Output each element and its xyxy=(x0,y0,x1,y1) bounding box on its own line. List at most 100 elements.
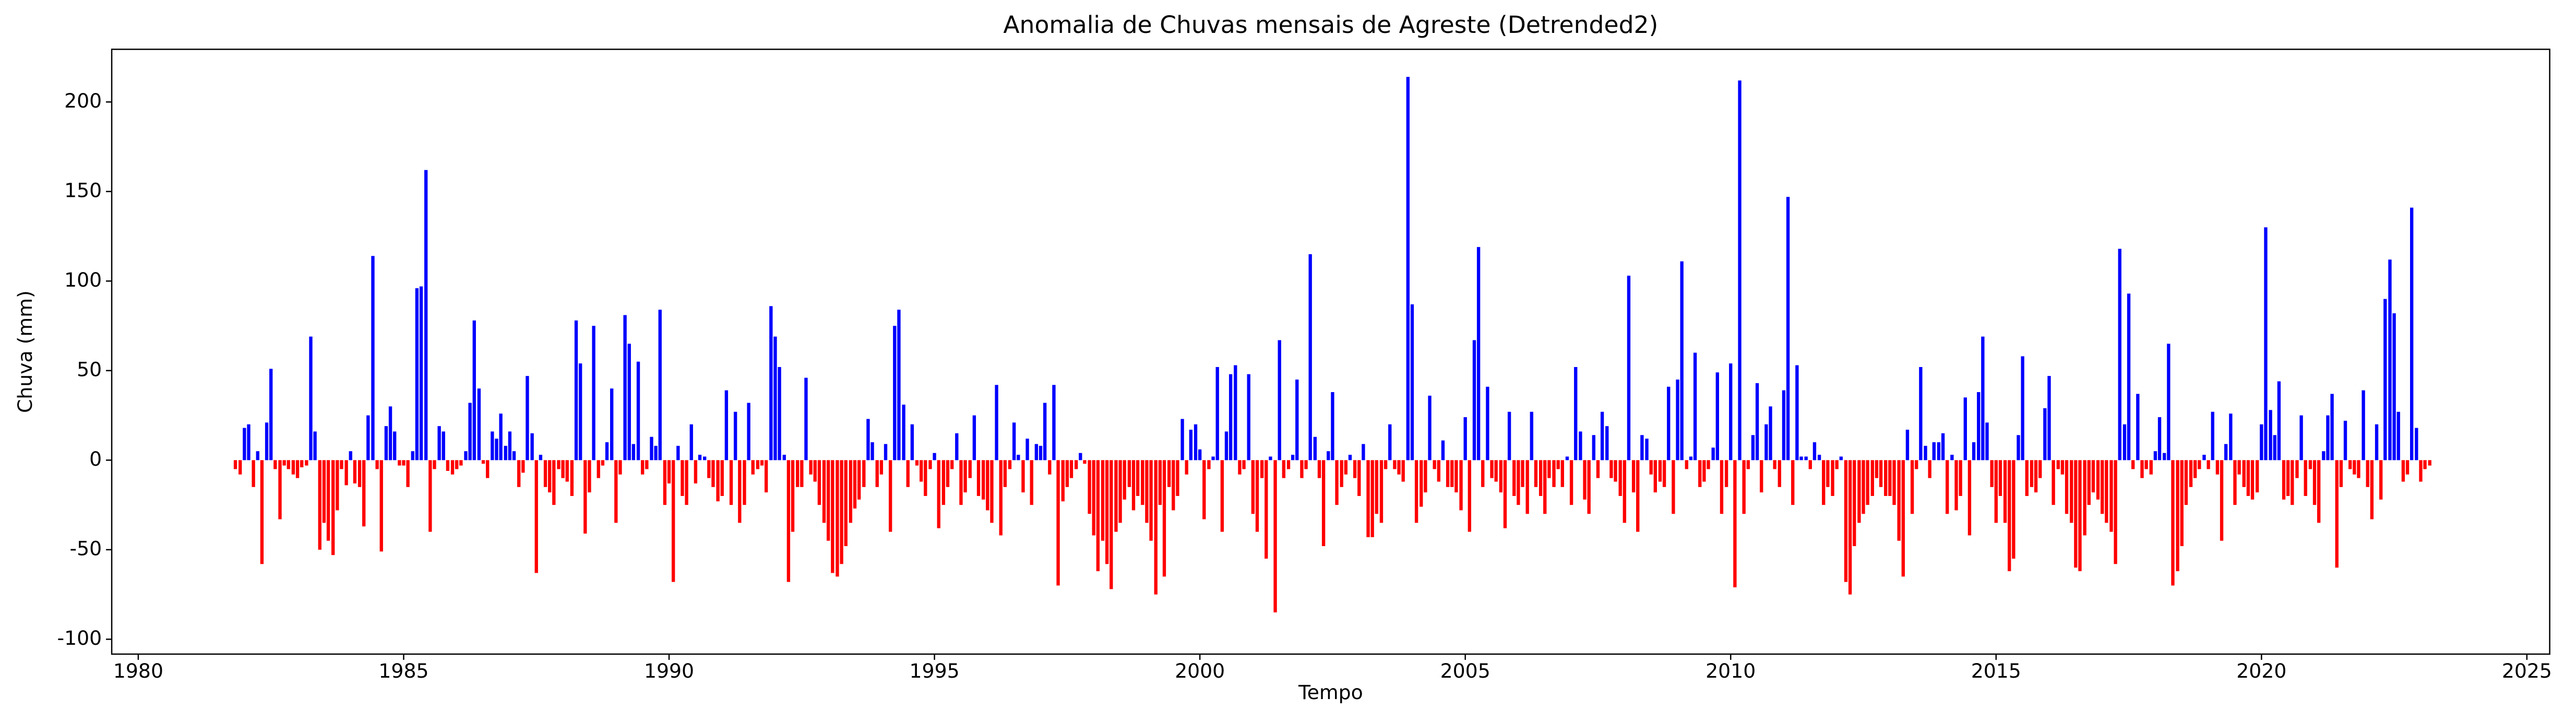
bar xyxy=(534,460,538,573)
bar xyxy=(1180,419,1184,460)
bar xyxy=(2370,460,2374,519)
bar xyxy=(588,460,591,493)
bar xyxy=(1799,456,1803,460)
bar xyxy=(729,460,733,505)
bar xyxy=(2428,460,2431,466)
bar xyxy=(1808,460,1812,469)
bar xyxy=(1946,460,1949,514)
bar xyxy=(2078,460,2082,572)
bar xyxy=(2065,460,2069,514)
bar xyxy=(2233,460,2237,505)
bar xyxy=(243,428,246,460)
bar xyxy=(2348,460,2352,469)
bar xyxy=(552,460,556,505)
bar xyxy=(809,460,813,475)
bar xyxy=(1676,380,1679,460)
bar xyxy=(724,390,729,460)
bar xyxy=(2405,460,2410,475)
bar xyxy=(1379,460,1384,523)
bar xyxy=(853,460,857,509)
bar xyxy=(2025,460,2029,496)
bar xyxy=(1892,460,1896,505)
bar xyxy=(2392,313,2396,460)
bar xyxy=(2335,460,2339,568)
bar xyxy=(583,460,587,534)
bar xyxy=(1915,460,1918,469)
bar xyxy=(2034,460,2038,493)
bar xyxy=(2083,460,2086,536)
bar xyxy=(530,433,534,460)
bar xyxy=(1061,460,1065,502)
bar xyxy=(685,460,688,505)
bar xyxy=(955,433,959,460)
bar xyxy=(1211,456,1215,460)
bar xyxy=(756,460,760,469)
bar xyxy=(238,460,242,475)
bar xyxy=(2291,460,2294,505)
bar xyxy=(1791,460,1795,505)
bar xyxy=(2375,424,2379,460)
bar xyxy=(2423,460,2427,469)
bar xyxy=(614,460,618,523)
bar xyxy=(778,367,781,460)
bar xyxy=(1707,460,1710,469)
bar xyxy=(1282,460,1286,478)
bar xyxy=(1286,460,1291,469)
bar xyxy=(1583,460,1587,500)
bar xyxy=(2250,460,2255,500)
bar xyxy=(247,424,251,460)
bar xyxy=(1123,460,1126,500)
bar xyxy=(1919,367,1923,460)
bar xyxy=(1866,460,1869,505)
bar xyxy=(1680,261,1684,460)
bar xyxy=(769,306,773,460)
bar xyxy=(557,460,560,469)
bar xyxy=(1215,367,1219,460)
bar xyxy=(1760,460,1763,493)
bar xyxy=(618,460,622,475)
bar xyxy=(2237,460,2241,475)
bar xyxy=(2353,460,2356,475)
bar xyxy=(795,460,800,487)
bar xyxy=(999,460,1003,536)
bar xyxy=(733,411,737,460)
bar xyxy=(295,460,300,478)
bar xyxy=(570,460,574,496)
bar xyxy=(2140,460,2144,478)
bar xyxy=(1685,460,1688,469)
bar xyxy=(906,460,910,487)
bar xyxy=(1782,390,1786,460)
bar xyxy=(437,426,441,460)
bar xyxy=(1812,442,1817,460)
bar xyxy=(1003,460,1007,487)
bar xyxy=(362,460,366,527)
bar xyxy=(879,460,884,475)
bar xyxy=(1030,460,1033,505)
bar xyxy=(817,460,821,505)
bar xyxy=(1092,460,1095,536)
bar xyxy=(2224,444,2228,460)
bar xyxy=(278,460,282,519)
bar xyxy=(1472,340,1476,460)
bar xyxy=(313,431,317,460)
bar xyxy=(388,406,392,460)
bar xyxy=(1420,460,1423,507)
y-tick-label: 100 xyxy=(64,268,102,291)
bar xyxy=(2264,227,2268,460)
bar xyxy=(578,363,582,460)
bar xyxy=(2260,424,2263,460)
bar xyxy=(1645,439,1649,460)
bar xyxy=(1672,460,1675,514)
bar xyxy=(1450,460,1454,487)
bar xyxy=(959,460,963,505)
bar xyxy=(2211,411,2214,460)
bar xyxy=(2343,420,2347,460)
bar xyxy=(1720,460,1724,514)
bar xyxy=(371,256,375,460)
bar xyxy=(1242,460,1246,469)
bar xyxy=(650,436,653,460)
bar xyxy=(446,460,450,471)
bar xyxy=(472,320,476,460)
bar xyxy=(1658,460,1662,482)
bar xyxy=(2362,390,2365,460)
